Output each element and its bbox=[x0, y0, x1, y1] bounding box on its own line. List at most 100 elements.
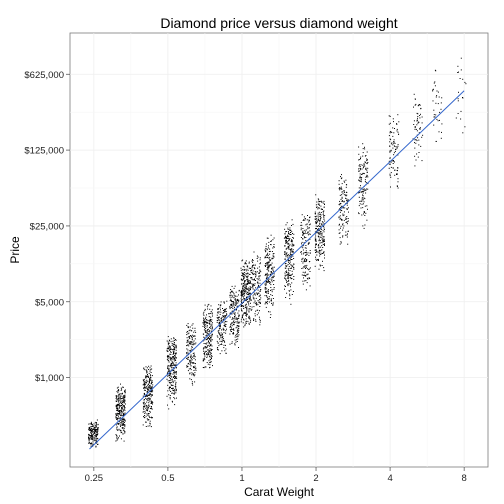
data-point bbox=[150, 375, 152, 377]
data-point bbox=[390, 143, 392, 145]
data-point bbox=[122, 396, 124, 398]
data-point bbox=[271, 277, 273, 279]
data-point bbox=[255, 276, 256, 278]
data-point bbox=[324, 254, 325, 256]
data-point bbox=[146, 409, 148, 411]
data-point bbox=[284, 254, 286, 255]
data-point bbox=[190, 330, 192, 332]
data-point bbox=[318, 238, 320, 240]
data-point bbox=[316, 259, 318, 261]
data-point bbox=[318, 201, 320, 202]
data-point bbox=[292, 251, 294, 253]
data-point bbox=[241, 293, 243, 295]
data-point bbox=[149, 374, 151, 376]
data-point bbox=[90, 436, 92, 438]
data-point bbox=[268, 292, 269, 294]
data-point bbox=[315, 218, 317, 220]
data-point bbox=[122, 419, 124, 421]
data-point bbox=[147, 408, 149, 410]
data-point bbox=[284, 263, 286, 265]
data-point bbox=[229, 343, 231, 345]
data-point bbox=[204, 323, 206, 325]
data-point bbox=[186, 345, 188, 347]
data-point bbox=[286, 238, 288, 239]
data-point bbox=[244, 292, 246, 294]
data-point bbox=[464, 81, 466, 83]
data-point bbox=[186, 365, 188, 367]
data-point bbox=[266, 256, 268, 258]
data-point bbox=[358, 153, 360, 155]
data-point bbox=[266, 290, 268, 292]
data-point bbox=[340, 194, 342, 196]
data-point bbox=[393, 142, 395, 144]
data-point bbox=[289, 263, 291, 265]
grid-lines bbox=[70, 33, 488, 467]
data-point bbox=[288, 275, 290, 276]
data-point bbox=[417, 105, 419, 107]
data-point bbox=[173, 340, 175, 341]
data-point bbox=[433, 82, 435, 84]
data-point bbox=[236, 306, 238, 308]
data-point bbox=[187, 358, 189, 360]
data-point bbox=[457, 113, 459, 114]
data-point bbox=[244, 306, 246, 308]
data-point bbox=[322, 247, 324, 248]
data-point bbox=[273, 255, 275, 257]
data-point bbox=[169, 380, 171, 382]
data-point bbox=[258, 273, 260, 274]
data-point bbox=[188, 342, 190, 344]
data-point bbox=[393, 141, 395, 142]
data-point bbox=[314, 237, 316, 239]
data-point bbox=[217, 349, 218, 351]
data-point bbox=[150, 387, 152, 389]
data-point bbox=[202, 358, 204, 360]
data-point bbox=[292, 245, 294, 247]
data-point bbox=[288, 248, 290, 250]
data-point bbox=[222, 327, 224, 329]
data-point bbox=[309, 217, 310, 219]
data-point bbox=[259, 299, 261, 301]
data-point bbox=[301, 214, 303, 216]
data-point bbox=[170, 341, 172, 343]
data-point bbox=[237, 338, 239, 340]
data-point bbox=[144, 413, 146, 414]
data-point bbox=[250, 302, 251, 304]
data-point bbox=[305, 254, 307, 256]
data-point bbox=[309, 267, 311, 269]
data-point bbox=[92, 426, 94, 428]
data-point bbox=[236, 322, 238, 324]
data-point bbox=[118, 428, 120, 430]
data-point bbox=[175, 392, 177, 394]
data-point bbox=[460, 69, 462, 71]
data-point bbox=[203, 347, 205, 349]
data-point bbox=[224, 321, 226, 323]
data-point bbox=[394, 146, 396, 147]
data-point bbox=[207, 345, 209, 347]
data-point bbox=[88, 442, 90, 444]
data-point bbox=[211, 356, 213, 357]
data-point bbox=[346, 223, 348, 225]
data-point bbox=[259, 301, 261, 303]
data-point bbox=[144, 405, 146, 407]
data-point bbox=[219, 353, 221, 355]
data-point bbox=[251, 260, 253, 262]
data-point bbox=[205, 343, 207, 345]
data-point bbox=[323, 240, 325, 242]
data-point bbox=[146, 381, 148, 383]
data-point bbox=[233, 303, 235, 305]
data-point bbox=[269, 256, 271, 258]
data-point bbox=[266, 274, 268, 276]
data-point bbox=[362, 225, 364, 227]
data-point bbox=[188, 336, 190, 338]
data-point bbox=[230, 289, 232, 290]
data-point bbox=[217, 312, 219, 314]
data-point bbox=[207, 340, 209, 342]
data-point bbox=[120, 401, 122, 403]
data-point bbox=[238, 321, 240, 323]
data-point bbox=[288, 260, 290, 262]
data-point bbox=[396, 186, 398, 187]
data-point bbox=[302, 238, 304, 240]
data-point bbox=[238, 347, 239, 348]
data-point bbox=[391, 132, 393, 133]
data-point bbox=[149, 405, 151, 407]
